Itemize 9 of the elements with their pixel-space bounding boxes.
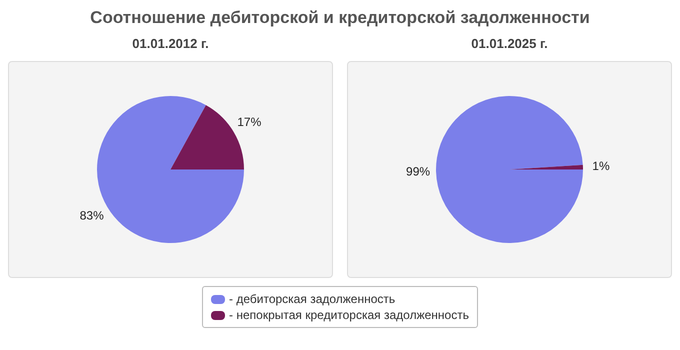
chart-title: Соотношение дебиторской и кредиторской задолженности (89, 8, 591, 28)
chart-subtitle: 01.01.2025 г. (470, 36, 549, 51)
data-label: 83% (80, 208, 104, 222)
data-label: 1% (592, 158, 610, 173)
chart-subtitle: 01.01.2012 г. (131, 36, 210, 51)
legend-label: - непокрытая кредиторская задолженность (229, 308, 469, 322)
data-label: 17% (237, 115, 262, 130)
legend-label: - дебиторская задолженность (229, 292, 396, 306)
data-label: 99% (406, 164, 430, 179)
